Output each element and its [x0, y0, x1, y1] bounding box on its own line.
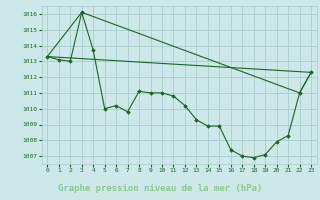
- Text: Graphe pression niveau de la mer (hPa): Graphe pression niveau de la mer (hPa): [58, 184, 262, 193]
